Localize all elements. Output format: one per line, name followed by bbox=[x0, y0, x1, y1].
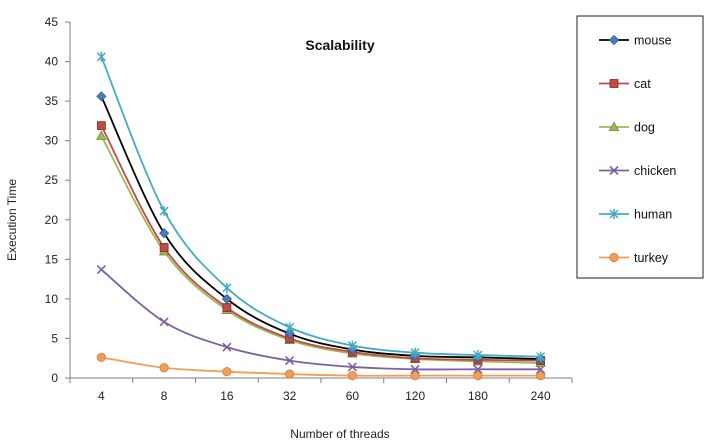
legend-label: chicken bbox=[634, 164, 676, 178]
data-point-turkey bbox=[410, 371, 420, 381]
data-point-dog bbox=[96, 130, 107, 140]
y-tick-label: 40 bbox=[45, 55, 59, 69]
data-point-chicken bbox=[347, 362, 357, 372]
data-point-cat bbox=[222, 303, 232, 312]
data-point-chicken bbox=[96, 265, 106, 275]
legend-item-cat: cat bbox=[599, 77, 651, 91]
legend-item-mouse: mouse bbox=[599, 34, 672, 48]
x-tick-label: 32 bbox=[283, 389, 297, 403]
legend-item-chicken: chicken bbox=[599, 164, 676, 178]
data-point-chicken bbox=[285, 356, 295, 366]
legend-label: human bbox=[634, 208, 672, 222]
y-tick-label: 0 bbox=[51, 371, 58, 385]
data-point-turkey bbox=[285, 369, 295, 379]
y-tick-label: 25 bbox=[45, 173, 59, 187]
data-point-chicken bbox=[159, 317, 169, 327]
x-tick-label: 8 bbox=[161, 389, 168, 403]
y-tick-label: 35 bbox=[45, 94, 59, 108]
y-tick-label: 5 bbox=[51, 331, 58, 345]
y-axis-ticks: 0 5 10 15 20 25 30 35 40 45 bbox=[45, 15, 70, 385]
data-point-turkey bbox=[222, 367, 232, 377]
data-point-human bbox=[222, 282, 232, 293]
x-tick-label: 60 bbox=[346, 389, 360, 403]
data-point-turkey bbox=[473, 371, 483, 381]
data-point-chicken bbox=[222, 342, 232, 352]
legend-item-turkey: turkey bbox=[599, 251, 669, 265]
x-axis-ticks: 4 8 16 32 60 120 180 240 bbox=[69, 378, 573, 403]
data-point-cat bbox=[159, 243, 169, 252]
data-point-human bbox=[347, 340, 357, 351]
data-point-turkey bbox=[347, 371, 357, 381]
chart-title: Scalability bbox=[305, 37, 374, 53]
legend-marker-human bbox=[609, 209, 619, 219]
data-point-mouse bbox=[96, 91, 107, 102]
series-line-turkey bbox=[101, 356, 541, 377]
legend-label: mouse bbox=[634, 34, 672, 48]
data-point-human bbox=[473, 350, 483, 361]
data-point-mouse bbox=[159, 228, 170, 239]
data-point-human bbox=[285, 322, 295, 333]
series-turkey bbox=[96, 352, 546, 381]
x-tick-label: 120 bbox=[405, 389, 425, 403]
legend-item-human: human bbox=[599, 208, 672, 222]
legend-marker-turkey bbox=[609, 252, 619, 263]
legend-box bbox=[576, 15, 704, 279]
y-tick-label: 45 bbox=[45, 15, 59, 29]
x-tick-label: 16 bbox=[220, 389, 234, 403]
legend-label: cat bbox=[634, 77, 651, 91]
legend-item-dog: dog bbox=[599, 121, 655, 135]
x-axis-title: Number of threads bbox=[290, 427, 389, 441]
x-tick-label: 180 bbox=[468, 389, 488, 403]
series-line-human bbox=[100, 56, 541, 358]
data-point-turkey bbox=[96, 352, 106, 363]
data-point-turkey bbox=[159, 363, 169, 373]
y-tick-label: 15 bbox=[45, 252, 59, 266]
legend-label: dog bbox=[634, 121, 655, 135]
y-tick-label: 30 bbox=[45, 134, 59, 148]
data-point-mouse bbox=[221, 293, 232, 304]
x-tick-label: 240 bbox=[531, 389, 551, 403]
data-point-chicken bbox=[473, 364, 483, 374]
data-point-human bbox=[410, 347, 420, 358]
legend-marker-mouse bbox=[608, 34, 620, 46]
y-axis-title: Execution Time bbox=[5, 179, 19, 261]
data-point-human bbox=[159, 206, 169, 217]
data-point-chicken bbox=[410, 364, 420, 374]
legend-label: turkey bbox=[634, 251, 669, 265]
data-point-turkey bbox=[536, 371, 546, 381]
x-tick-label: 4 bbox=[98, 389, 105, 403]
legend: mouse cat dog chicken human turkey bbox=[576, 15, 704, 279]
legend-marker-cat bbox=[609, 79, 619, 88]
y-tick-label: 10 bbox=[45, 292, 59, 306]
series-human bbox=[96, 51, 546, 362]
data-point-human bbox=[536, 351, 546, 362]
data-point-cat bbox=[96, 121, 106, 131]
legend-marker-dog bbox=[608, 121, 620, 132]
data-point-human bbox=[96, 51, 106, 62]
series-layer bbox=[96, 51, 546, 381]
data-point-mouse bbox=[284, 328, 295, 339]
legend-marker-chicken bbox=[609, 165, 619, 176]
y-tick-label: 20 bbox=[45, 213, 59, 227]
series-cat bbox=[96, 121, 546, 365]
